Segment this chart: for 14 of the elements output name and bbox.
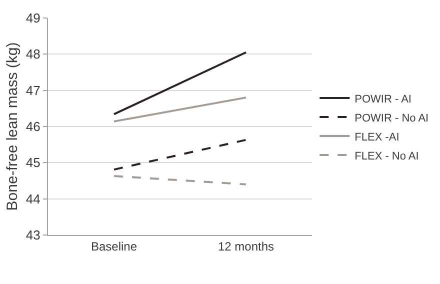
y-tick-label: 43 [26,228,40,243]
legend-label: POWIR - No AI [354,112,429,124]
y-axis-title: Bone-free lean mass (kg) [4,42,22,211]
x-tick-label: 12 months [218,239,274,254]
legend-label: FLEX -AI [354,131,400,144]
y-tick-label: 47 [26,82,40,98]
y-tick-label: 49 [26,10,40,26]
x-tick-label: Baseline [90,239,138,254]
y-tick-label: 46 [26,119,40,134]
legend-label: FLEX - No AI [354,150,419,162]
y-tick-label: 44 [26,191,40,206]
y-tick-label: 45 [26,155,40,170]
y-tick-label: 48 [26,46,40,62]
legend-label: POWIR - AI [354,93,412,106]
